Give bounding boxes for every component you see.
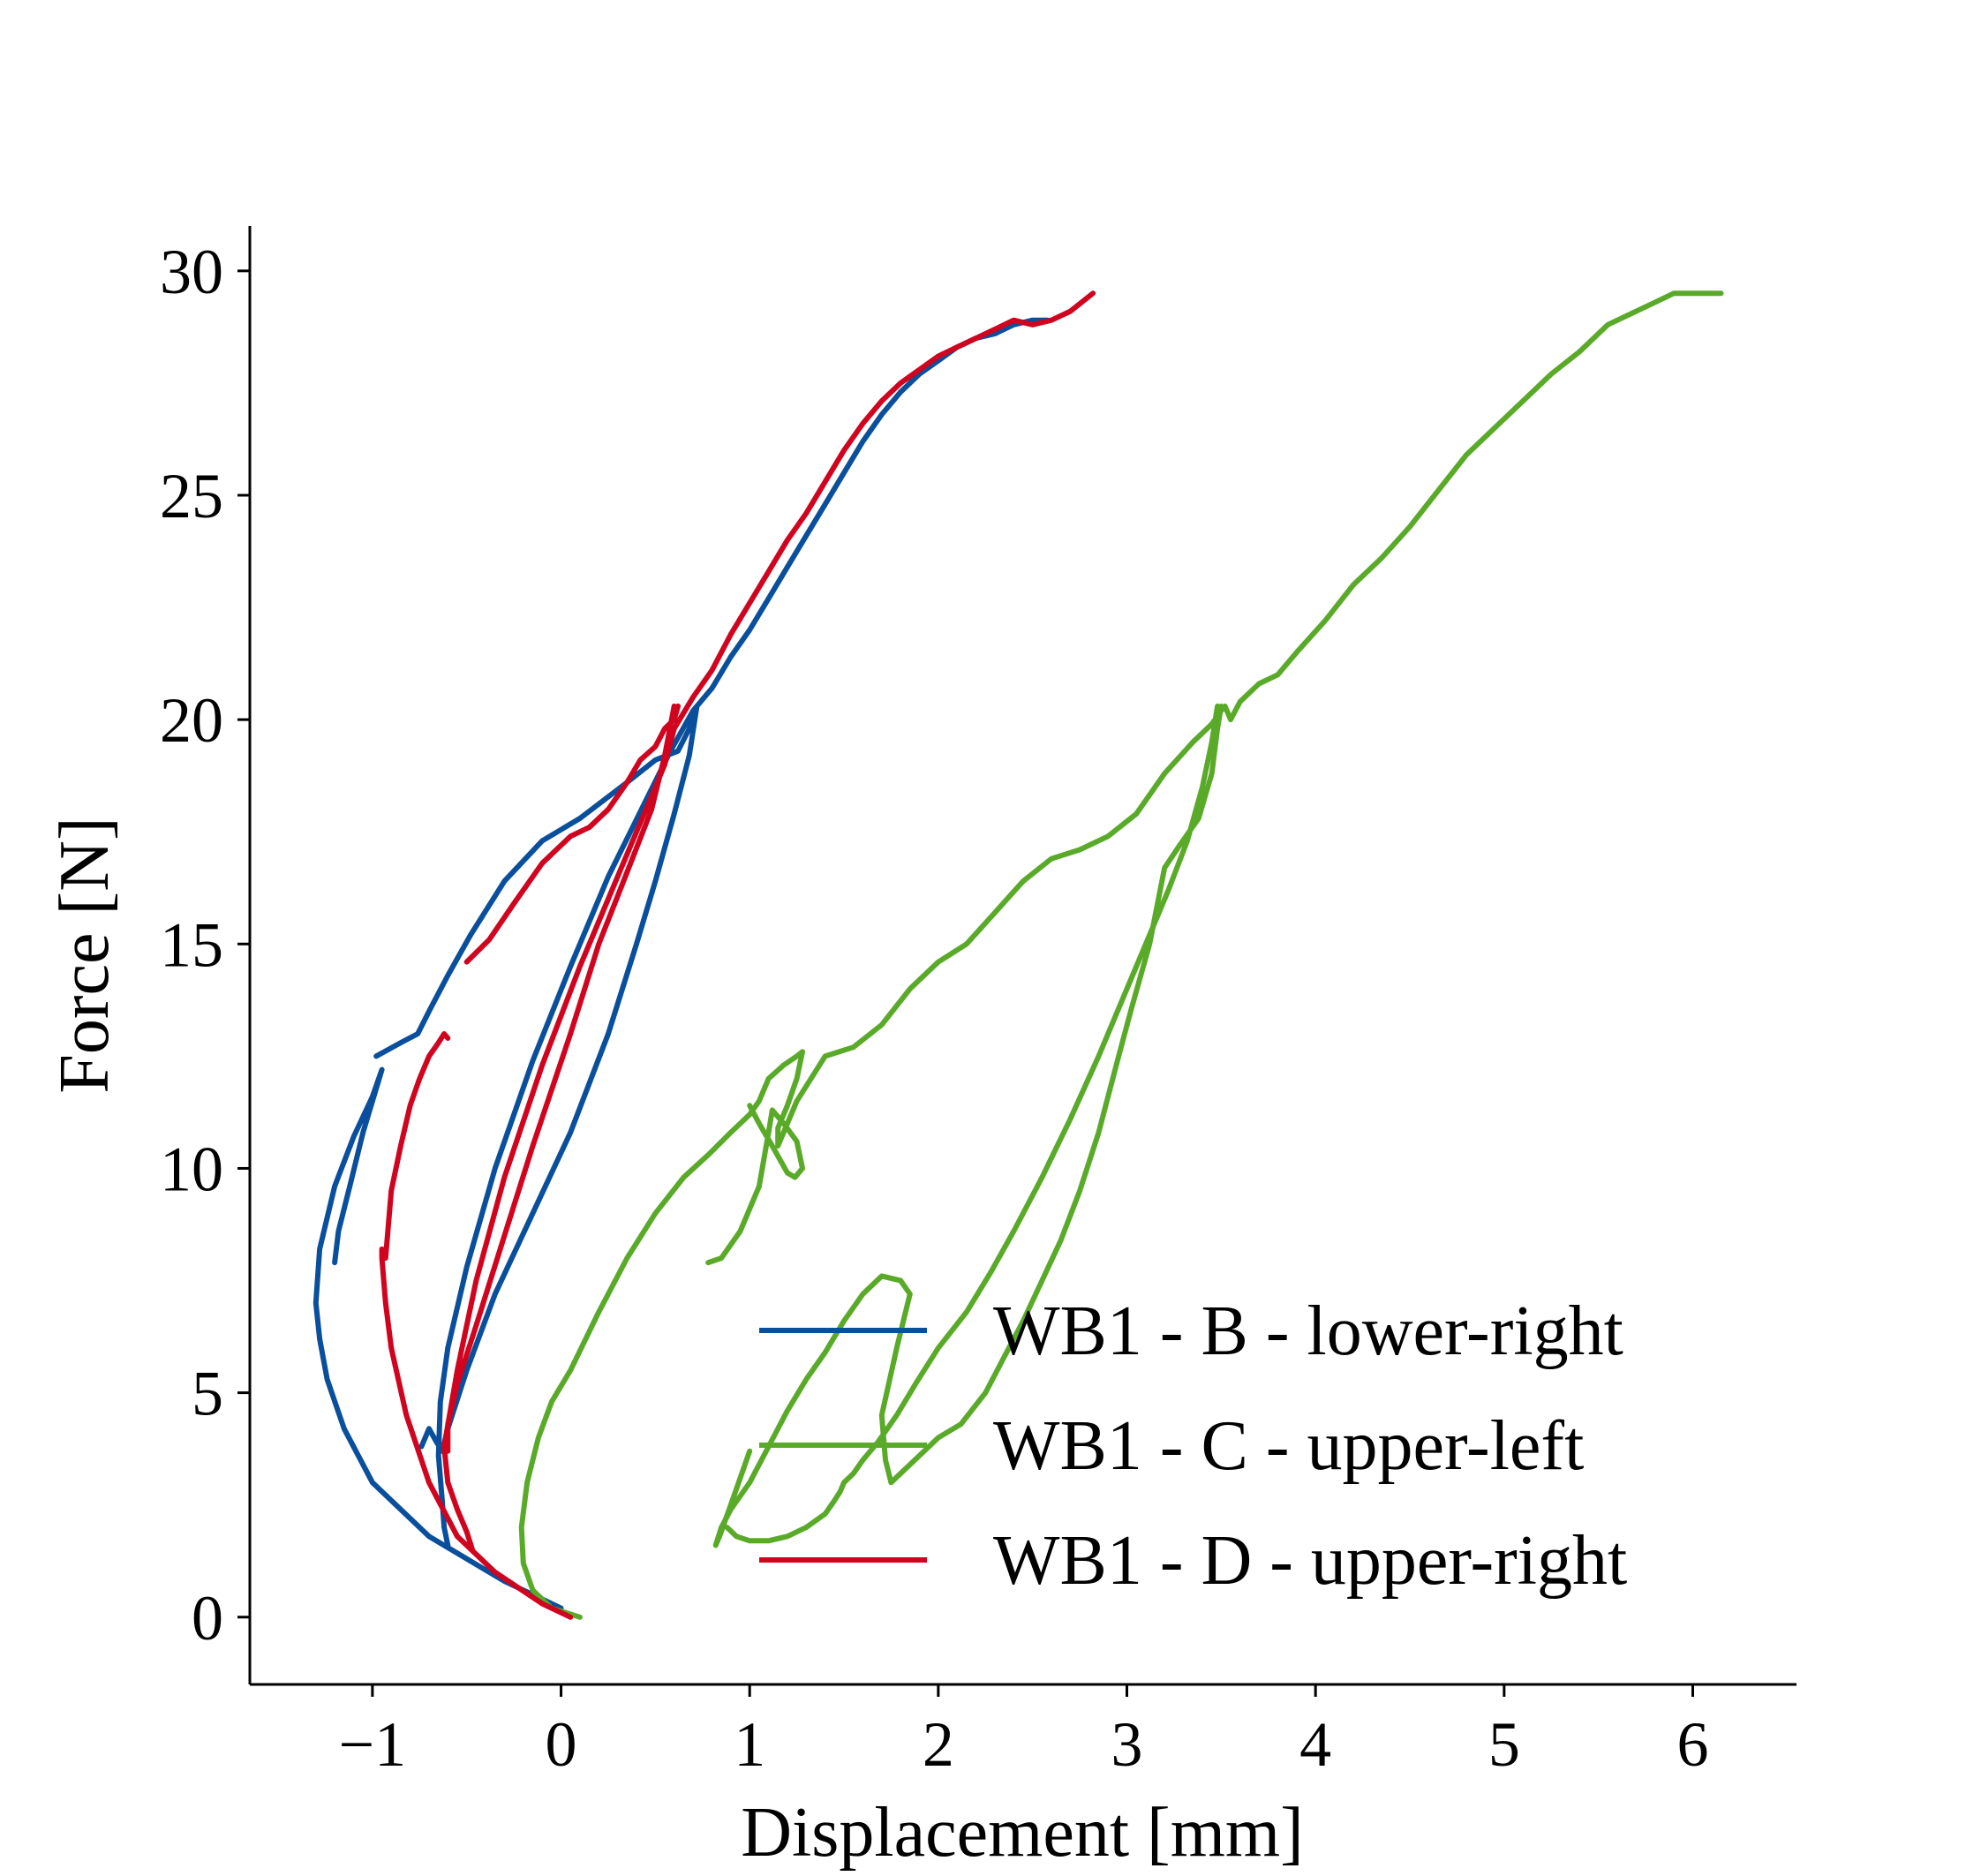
y-tick-label: 5 [192, 1359, 223, 1429]
y-axis-title: Force [N] [46, 817, 124, 1093]
series-line-3 [379, 290, 1096, 1620]
y-tick-label: 25 [160, 461, 223, 531]
y-axis-ticks: 0 5 10 15 20 25 30 [160, 237, 250, 1654]
y-tick-label: 15 [160, 909, 223, 980]
x-tick-label: −1 [339, 1709, 407, 1780]
series-line-2 [518, 290, 1724, 1620]
x-tick-label: 5 [1488, 1709, 1520, 1780]
x-tick-label: 4 [1299, 1709, 1331, 1780]
series-line-1 [313, 317, 1051, 1611]
x-tick-label: 6 [1676, 1709, 1708, 1780]
y-tick-label: 10 [160, 1134, 223, 1204]
y-tick-label: 0 [192, 1583, 223, 1654]
y-tick-label: 30 [160, 237, 223, 307]
legend-label-2: WB1 - C - upper-left [993, 1407, 1584, 1485]
x-tick-label: 0 [546, 1709, 577, 1780]
legend-label-1: WB1 - B - lower-right [993, 1292, 1623, 1370]
legend-label-3: WB1 - D - upper-right [993, 1522, 1627, 1600]
series-layer [313, 290, 1724, 1620]
x-tick-label: 3 [1111, 1709, 1143, 1780]
x-tick-label: 1 [734, 1709, 765, 1780]
legend: WB1 - B - lower-right WB1 - C - upper-lef… [759, 1292, 1627, 1600]
y-tick-label: 20 [160, 685, 223, 756]
x-tick-label: 2 [923, 1709, 954, 1780]
x-axis-title: Displacement [mm] [741, 1794, 1304, 1872]
x-axis-ticks: −1 0 1 2 3 4 5 6 [339, 1684, 1708, 1780]
